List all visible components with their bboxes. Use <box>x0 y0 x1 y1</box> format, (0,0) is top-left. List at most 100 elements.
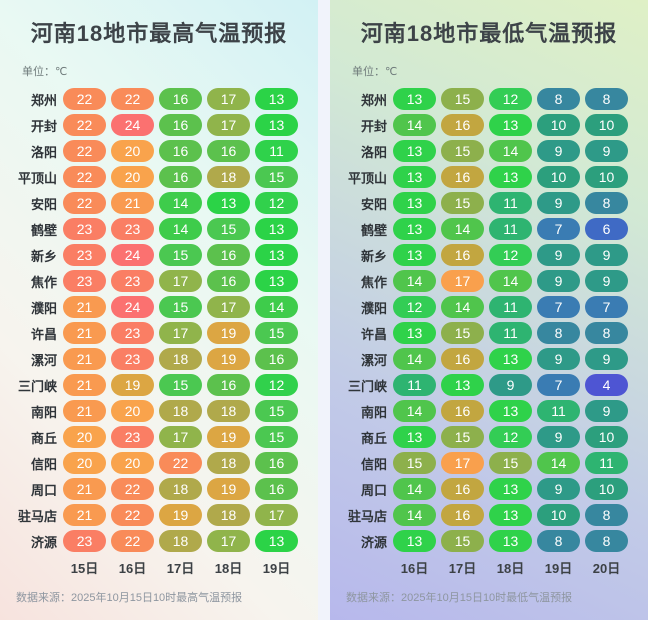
city-label: 商丘 <box>360 430 387 446</box>
table-row: 周口 14 16 13 9 10 <box>330 476 648 502</box>
unit-label: 单位：℃ <box>352 66 398 78</box>
city-label: 焦作 <box>360 274 387 290</box>
date-label: 18日 <box>496 561 525 576</box>
temp-pill: 8 <box>585 192 628 214</box>
table-row: 平顶山 13 16 13 10 10 <box>330 164 648 190</box>
temp-pill: 16 <box>159 114 202 136</box>
temp-pill: 7 <box>585 296 628 318</box>
temp-pill: 18 <box>159 478 202 500</box>
temp-pill: 14 <box>393 504 436 526</box>
temp-pill: 15 <box>159 374 202 396</box>
city-label: 郑州 <box>360 92 387 108</box>
temp-pill: 21 <box>63 348 106 370</box>
temp-pill: 17 <box>207 88 250 110</box>
temp-pill: 11 <box>585 452 628 474</box>
temp-pill: 17 <box>255 504 298 526</box>
temp-pill: 24 <box>111 114 154 136</box>
temp-pill: 10 <box>537 114 580 136</box>
unit-label: 单位：℃ <box>22 66 68 78</box>
temp-pill: 12 <box>255 192 298 214</box>
temp-pill: 23 <box>63 530 106 552</box>
city-label: 南阳 <box>360 404 387 420</box>
temp-pill: 15 <box>255 426 298 448</box>
temp-pill: 19 <box>207 478 250 500</box>
temp-pill: 9 <box>489 374 532 396</box>
date-axis: 16日 17日 18日 19日 20日 <box>393 558 648 577</box>
table-row: 许昌 13 15 11 8 8 <box>330 320 648 346</box>
temp-pill: 18 <box>207 504 250 526</box>
city-label: 三门峡 <box>17 378 57 394</box>
temp-pill: 7 <box>537 296 580 318</box>
temp-pill: 14 <box>489 270 532 292</box>
table-row: 驻马店 14 16 13 10 8 <box>330 502 648 528</box>
temp-pill: 12 <box>489 244 532 266</box>
temp-pill: 9 <box>585 400 628 422</box>
temp-pill: 15 <box>159 296 202 318</box>
temp-pill: 22 <box>63 88 106 110</box>
table-row: 济源 23 22 18 17 13 <box>0 528 318 554</box>
temp-pill: 12 <box>255 374 298 396</box>
temp-pill: 8 <box>585 322 628 344</box>
temp-pill: 24 <box>111 244 154 266</box>
date-label: 17日 <box>448 561 477 576</box>
temp-pill: 10 <box>585 426 628 448</box>
temp-pill: 17 <box>207 114 250 136</box>
city-label: 济源 <box>30 534 57 550</box>
temp-pill: 12 <box>489 88 532 110</box>
table-row: 安阳 22 21 14 13 12 <box>0 190 318 216</box>
temp-pill: 20 <box>111 140 154 162</box>
table-row: 焦作 23 23 17 16 13 <box>0 268 318 294</box>
date-label: 16日 <box>118 561 147 576</box>
temp-pill: 15 <box>441 426 484 448</box>
date-label: 15日 <box>70 561 99 576</box>
temp-pill: 18 <box>159 530 202 552</box>
city-label: 焦作 <box>30 274 57 290</box>
table-row: 许昌 21 23 17 19 15 <box>0 320 318 346</box>
temp-pill: 16 <box>159 166 202 188</box>
temp-pill: 16 <box>207 374 250 396</box>
temp-pill: 23 <box>111 218 154 240</box>
date-label: 20日 <box>592 561 621 576</box>
temp-pill: 18 <box>207 400 250 422</box>
temp-pill: 20 <box>63 426 106 448</box>
city-label: 新乡 <box>360 248 387 264</box>
table-row: 南阳 14 16 13 11 9 <box>330 398 648 424</box>
temp-pill: 21 <box>63 322 106 344</box>
temp-pill: 14 <box>159 192 202 214</box>
temp-pill: 15 <box>441 530 484 552</box>
temp-pill: 18 <box>207 166 250 188</box>
temp-pill: 13 <box>255 530 298 552</box>
temp-pill: 17 <box>207 530 250 552</box>
temp-pill: 13 <box>489 530 532 552</box>
city-label: 洛阳 <box>360 144 387 160</box>
temp-pill: 17 <box>207 296 250 318</box>
temp-pill: 20 <box>111 166 154 188</box>
temp-pill: 15 <box>159 244 202 266</box>
temp-pill: 15 <box>207 218 250 240</box>
table-row: 濮阳 12 14 11 7 7 <box>330 294 648 320</box>
temp-pill: 9 <box>585 140 628 162</box>
temp-pill: 23 <box>111 270 154 292</box>
temp-pill: 16 <box>159 88 202 110</box>
table-row: 漯河 21 23 18 19 16 <box>0 346 318 372</box>
table-row: 鹤壁 13 14 11 7 6 <box>330 216 648 242</box>
city-label: 商丘 <box>30 430 57 446</box>
temp-pill: 13 <box>393 322 436 344</box>
temp-pill: 15 <box>441 140 484 162</box>
temp-pill: 11 <box>489 296 532 318</box>
temp-pill: 23 <box>63 270 106 292</box>
temp-pill: 17 <box>159 426 202 448</box>
temp-pill: 15 <box>255 166 298 188</box>
temp-pill: 13 <box>441 374 484 396</box>
temp-pill: 16 <box>207 270 250 292</box>
temp-pill: 16 <box>159 140 202 162</box>
temp-pill: 24 <box>111 296 154 318</box>
city-label: 新乡 <box>30 248 57 264</box>
temp-pill: 16 <box>255 452 298 474</box>
temp-pill: 21 <box>63 400 106 422</box>
temp-pill: 15 <box>441 88 484 110</box>
city-label: 周口 <box>360 482 387 498</box>
temp-pill: 4 <box>585 374 628 396</box>
temp-pill: 8 <box>537 322 580 344</box>
